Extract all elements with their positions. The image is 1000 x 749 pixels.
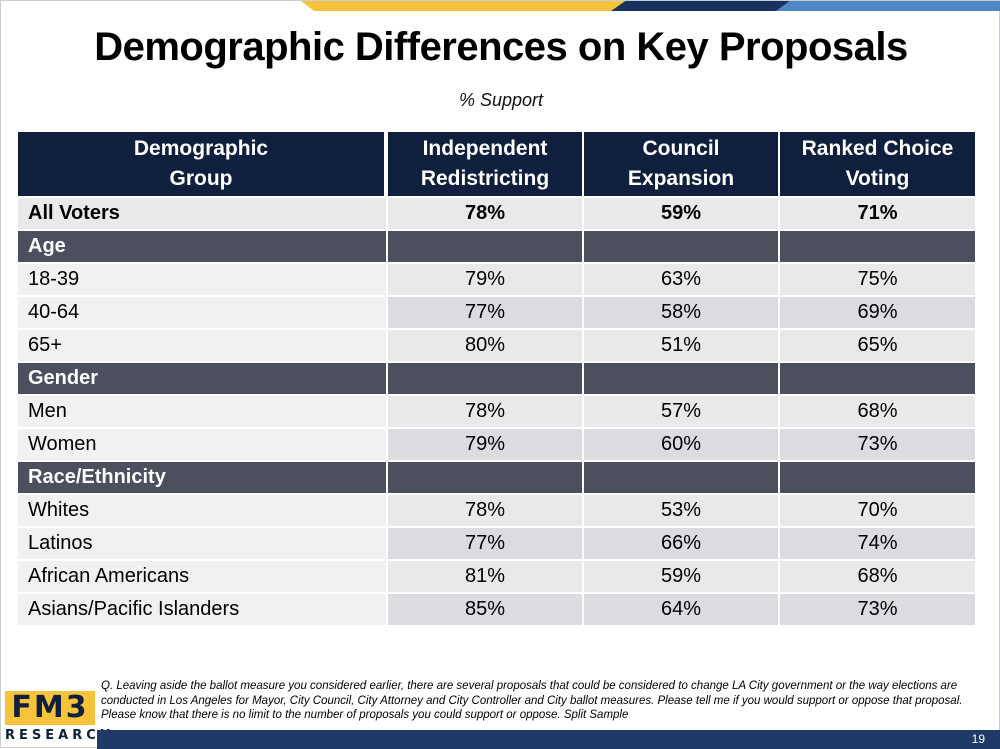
header-independent-redistricting: Independent Redistricting (388, 132, 582, 196)
table-row: 18-39 79% 63% 75% (18, 264, 975, 295)
section-row-age: Age (18, 231, 975, 262)
value-independent-redistricting: 79% (388, 264, 582, 295)
header-line: Council (642, 137, 720, 160)
header-line: Expansion (627, 167, 735, 190)
row-label: 40-64 (18, 297, 386, 328)
section-cell (780, 462, 975, 493)
value-council-expansion: 57% (584, 396, 778, 427)
section-cell (388, 462, 582, 493)
value-council-expansion: 59% (584, 561, 778, 592)
value-ranked-choice-voting: 68% (780, 561, 975, 592)
fm3-logo: FM3 RESEARCH (5, 691, 111, 749)
row-label: Latinos (18, 528, 386, 559)
top-accent-blue (776, 1, 1000, 11)
page-number: 19 (971, 732, 985, 746)
top-accent-gold (301, 1, 631, 11)
value-council-expansion: 60% (584, 429, 778, 460)
header-line: Ranked Choice (801, 137, 954, 160)
section-cell (584, 231, 778, 262)
section-label: Race/Ethnicity (18, 462, 386, 493)
value-independent-redistricting: 78% (388, 495, 582, 526)
section-row-race-ethnicity: Race/Ethnicity (18, 462, 975, 493)
value-independent-redistricting: 77% (388, 297, 582, 328)
value-ranked-choice-voting: 71% (780, 198, 975, 229)
value-council-expansion: 63% (584, 264, 778, 295)
row-label: Whites (18, 495, 386, 526)
table-header-row: Demographic Group Independent Redistrict… (18, 132, 975, 196)
slide-title: Demographic Differences on Key Proposals (94, 25, 908, 69)
table-row: 40-64 77% 58% 69% (18, 297, 975, 328)
table-row: 65+ 80% 51% 65% (18, 330, 975, 361)
value-independent-redistricting: 81% (388, 561, 582, 592)
section-cell (388, 231, 582, 262)
header-council-expansion: Council Expansion (584, 132, 778, 196)
table-row-all-voters: All Voters 78% 59% 71% (18, 198, 975, 229)
table-row: Men 78% 57% 68% (18, 396, 975, 427)
value-council-expansion: 59% (584, 198, 778, 229)
row-label: Asians/Pacific Islanders (18, 594, 386, 625)
value-independent-redistricting: 85% (388, 594, 582, 625)
header-line: Redistricting (420, 167, 550, 190)
value-independent-redistricting: 77% (388, 528, 582, 559)
row-label: Women (18, 429, 386, 460)
value-ranked-choice-voting: 73% (780, 594, 975, 625)
value-ranked-choice-voting: 70% (780, 495, 975, 526)
table-row: Women 79% 60% 73% (18, 429, 975, 460)
section-cell (584, 462, 778, 493)
value-independent-redistricting: 80% (388, 330, 582, 361)
logo-fm3-text: FM3 (5, 691, 95, 725)
row-label: African Americans (18, 561, 386, 592)
value-council-expansion: 64% (584, 594, 778, 625)
section-label: Age (18, 231, 386, 262)
section-cell (780, 231, 975, 262)
header-demographic-group: Demographic Group (18, 132, 386, 196)
value-ranked-choice-voting: 74% (780, 528, 975, 559)
question-footnote: Q. Leaving aside the ballot measure you … (101, 680, 963, 721)
support-table: Demographic Group Independent Redistrict… (16, 130, 977, 627)
table-row: Latinos 77% 66% 74% (18, 528, 975, 559)
value-council-expansion: 66% (584, 528, 778, 559)
value-ranked-choice-voting: 65% (780, 330, 975, 361)
row-label: 18-39 (18, 264, 386, 295)
header-ranked-choice-voting: Ranked Choice Voting (780, 132, 975, 196)
value-independent-redistricting: 79% (388, 429, 582, 460)
section-label: Gender (18, 363, 386, 394)
row-label: 65+ (18, 330, 386, 361)
top-accent-navy (611, 1, 791, 11)
value-ranked-choice-voting: 69% (780, 297, 975, 328)
value-ranked-choice-voting: 73% (780, 429, 975, 460)
table-row: Asians/Pacific Islanders 85% 64% 73% (18, 594, 975, 625)
header-line: Demographic (133, 137, 269, 160)
header-line: Voting (845, 167, 910, 190)
value-independent-redistricting: 78% (388, 198, 582, 229)
section-cell (388, 363, 582, 394)
value-council-expansion: 53% (584, 495, 778, 526)
row-label: Men (18, 396, 386, 427)
value-ranked-choice-voting: 75% (780, 264, 975, 295)
table-row: Whites 78% 53% 70% (18, 495, 975, 526)
value-ranked-choice-voting: 68% (780, 396, 975, 427)
value-council-expansion: 58% (584, 297, 778, 328)
value-independent-redistricting: 78% (388, 396, 582, 427)
bottom-bar (97, 730, 1000, 749)
section-cell (780, 363, 975, 394)
header-line: Group (169, 167, 233, 190)
row-label: All Voters (18, 198, 386, 229)
section-row-gender: Gender (18, 363, 975, 394)
header-line: Independent (422, 137, 548, 160)
logo-research-text: RESEARCH (5, 726, 111, 746)
section-cell (584, 363, 778, 394)
slide-subtitle: % Support (458, 90, 544, 110)
table-row: African Americans 81% 59% 68% (18, 561, 975, 592)
value-council-expansion: 51% (584, 330, 778, 361)
